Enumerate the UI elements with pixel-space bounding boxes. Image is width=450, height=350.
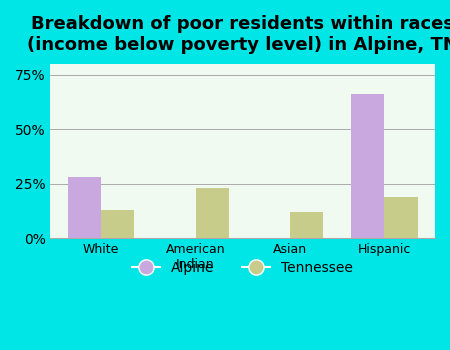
Bar xyxy=(351,94,384,238)
Bar xyxy=(195,188,229,238)
Bar xyxy=(68,177,101,238)
Bar xyxy=(290,212,323,238)
Bar xyxy=(384,197,418,238)
Legend: Alpine, Tennessee: Alpine, Tennessee xyxy=(127,256,359,280)
Bar xyxy=(101,210,134,238)
Title: Breakdown of poor residents within races
(income below poverty level) in Alpine,: Breakdown of poor residents within races… xyxy=(27,15,450,54)
